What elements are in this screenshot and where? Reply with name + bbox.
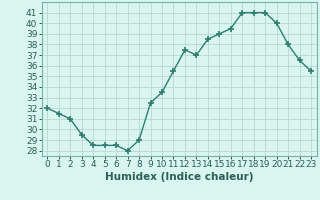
X-axis label: Humidex (Indice chaleur): Humidex (Indice chaleur): [105, 172, 253, 182]
